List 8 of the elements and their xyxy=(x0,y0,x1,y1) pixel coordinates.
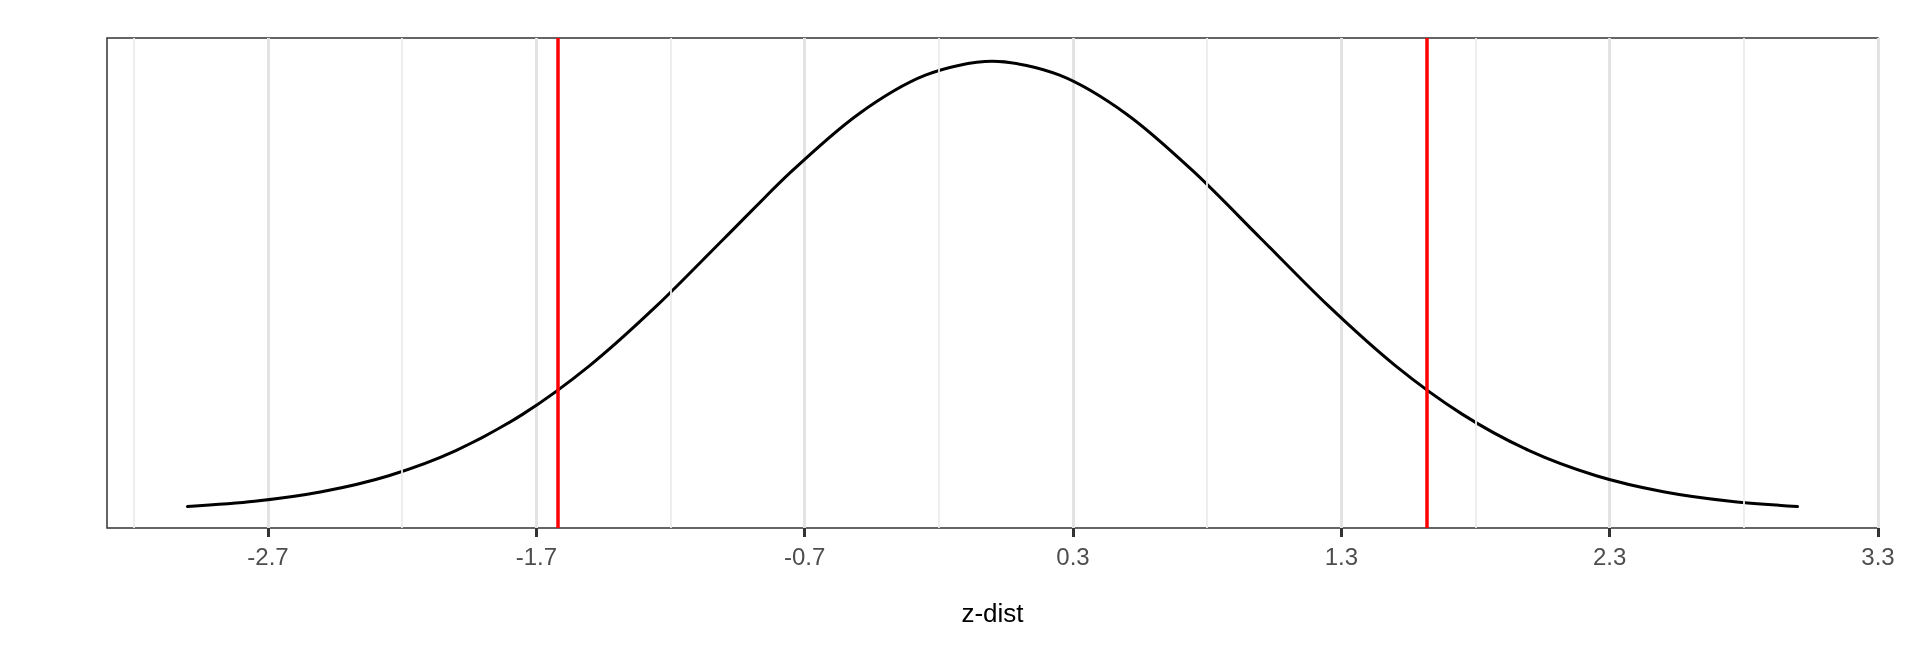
x-tick-label: 1.3 xyxy=(1324,542,1359,570)
x-axis-title: z-dist xyxy=(961,598,1025,628)
x-tick-label: 0.3 xyxy=(1056,542,1090,570)
x-tick-label: -2.7 xyxy=(247,542,289,570)
x-tick-label: -0.7 xyxy=(783,542,826,570)
x-tick-label: 2.3 xyxy=(1592,542,1627,570)
x-tick-label: 3.3 xyxy=(1861,542,1895,570)
x-tick-label: -1.7 xyxy=(515,542,558,570)
